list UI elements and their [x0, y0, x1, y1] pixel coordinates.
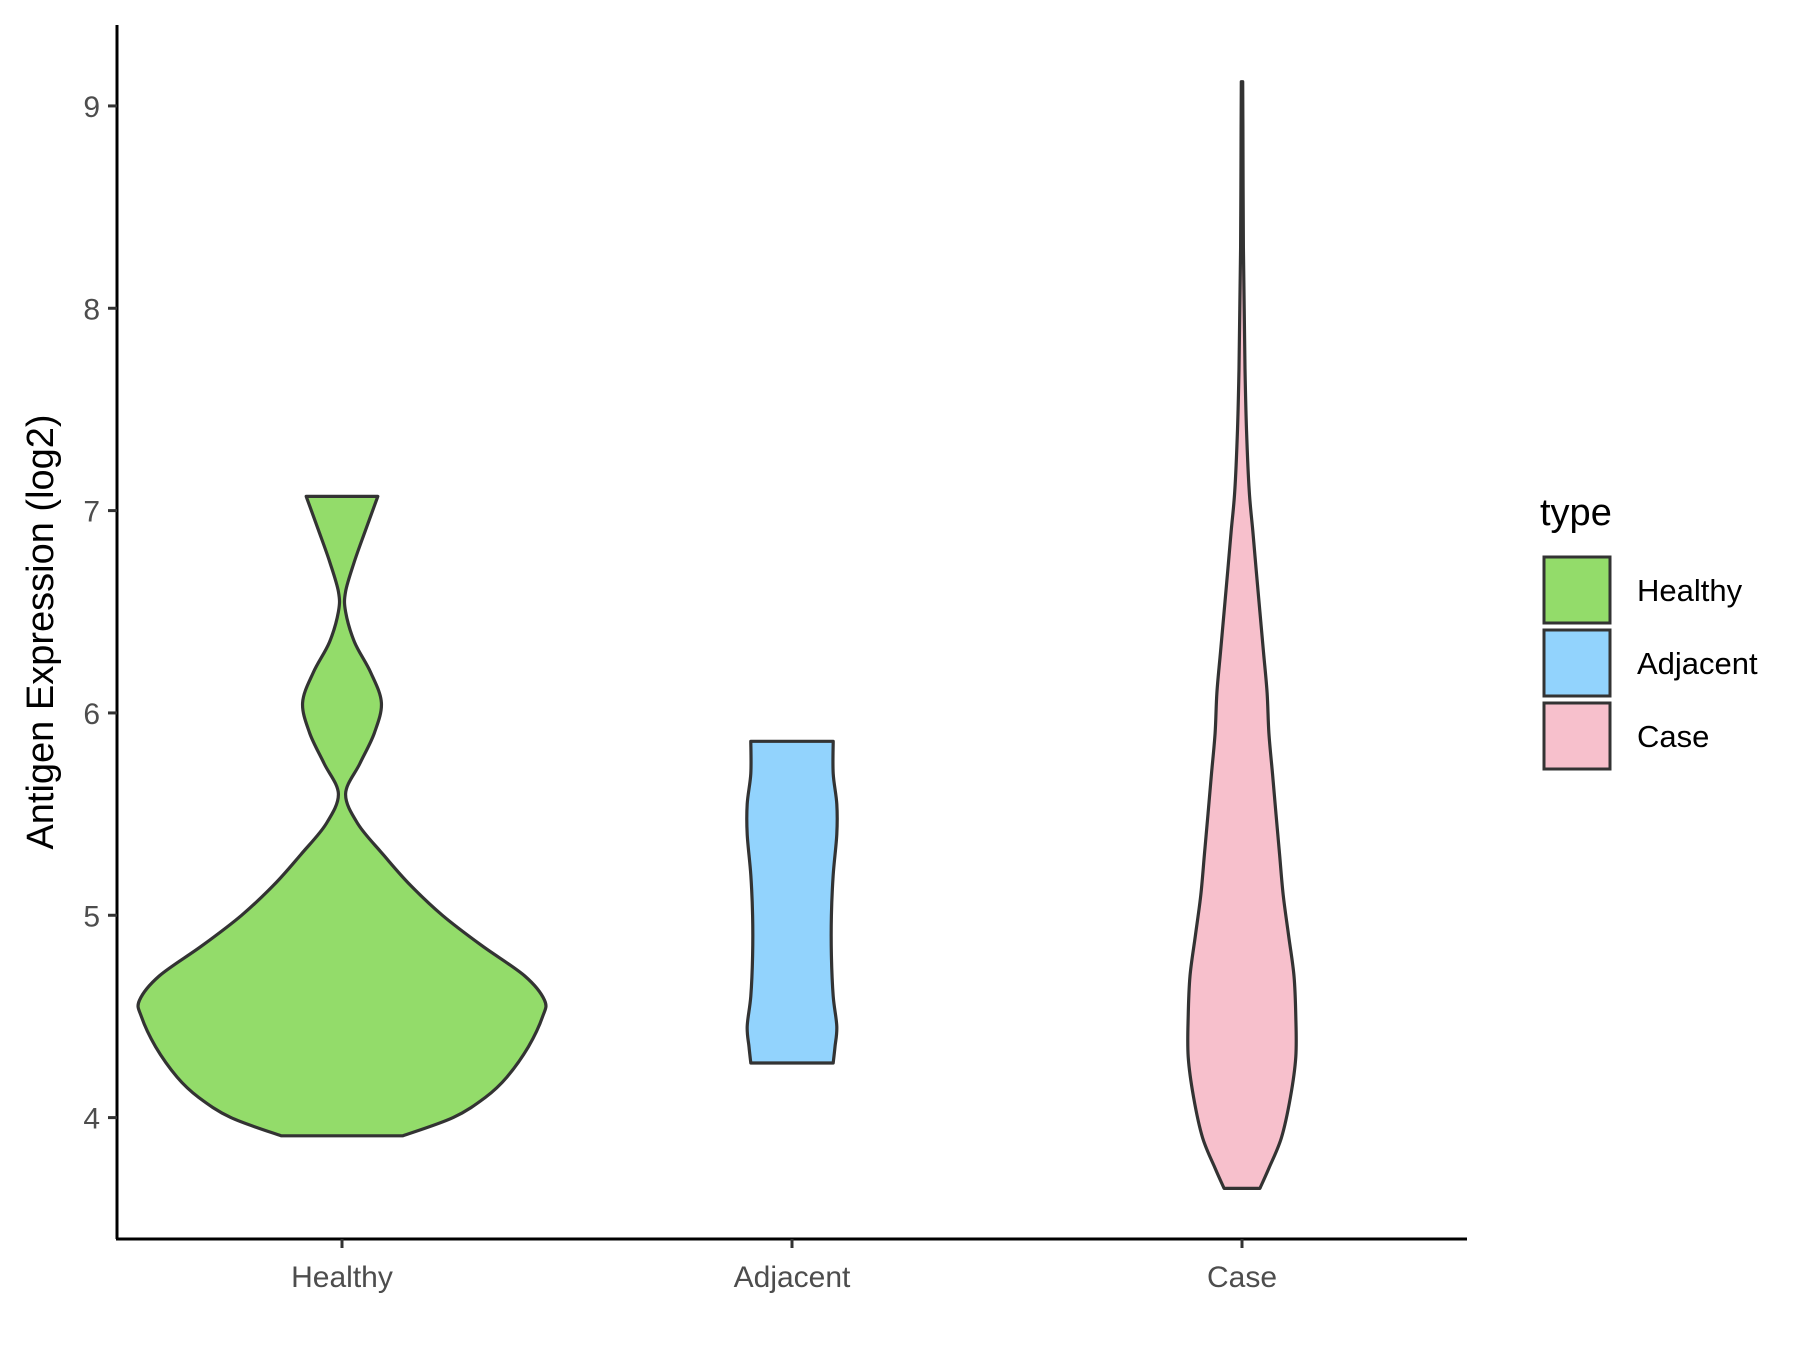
violin-healthy	[136, 494, 548, 1138]
y-tick-label: 5	[83, 900, 100, 933]
y-tick-label: 6	[83, 698, 100, 731]
x-tick-label: Healthy	[291, 1261, 393, 1294]
y-axis-title: Antigen Expression (log2)	[20, 414, 62, 849]
y-tick-label: 7	[83, 496, 100, 529]
legend-label-healthy: Healthy	[1637, 573, 1743, 608]
legend-key-adjacent	[1542, 628, 1612, 698]
legend-label-adjacent: Adjacent	[1637, 646, 1758, 681]
x-tick-label: Adjacent	[734, 1261, 851, 1294]
violin-adjacent	[745, 739, 839, 1065]
violin-layer	[136, 80, 1298, 1190]
legend-key-case	[1542, 701, 1612, 771]
legend-title: type	[1540, 492, 1612, 534]
y-tick-label: 4	[83, 1103, 100, 1136]
legend-label-case: Case	[1637, 719, 1709, 754]
legend: type Healthy Adjacent Case	[1540, 492, 1758, 771]
y-tick-label: 8	[83, 293, 100, 326]
y-tick-label: 9	[83, 91, 100, 124]
legend-key-healthy	[1542, 555, 1612, 625]
x-axis-ticks: Healthy Adjacent Case	[291, 1239, 1277, 1294]
legend-items: Healthy Adjacent Case	[1542, 555, 1758, 771]
x-tick-label: Case	[1207, 1261, 1277, 1294]
violin-case	[1186, 80, 1298, 1190]
y-axis-ticks: 4 5 6 7 8 9	[83, 91, 117, 1136]
